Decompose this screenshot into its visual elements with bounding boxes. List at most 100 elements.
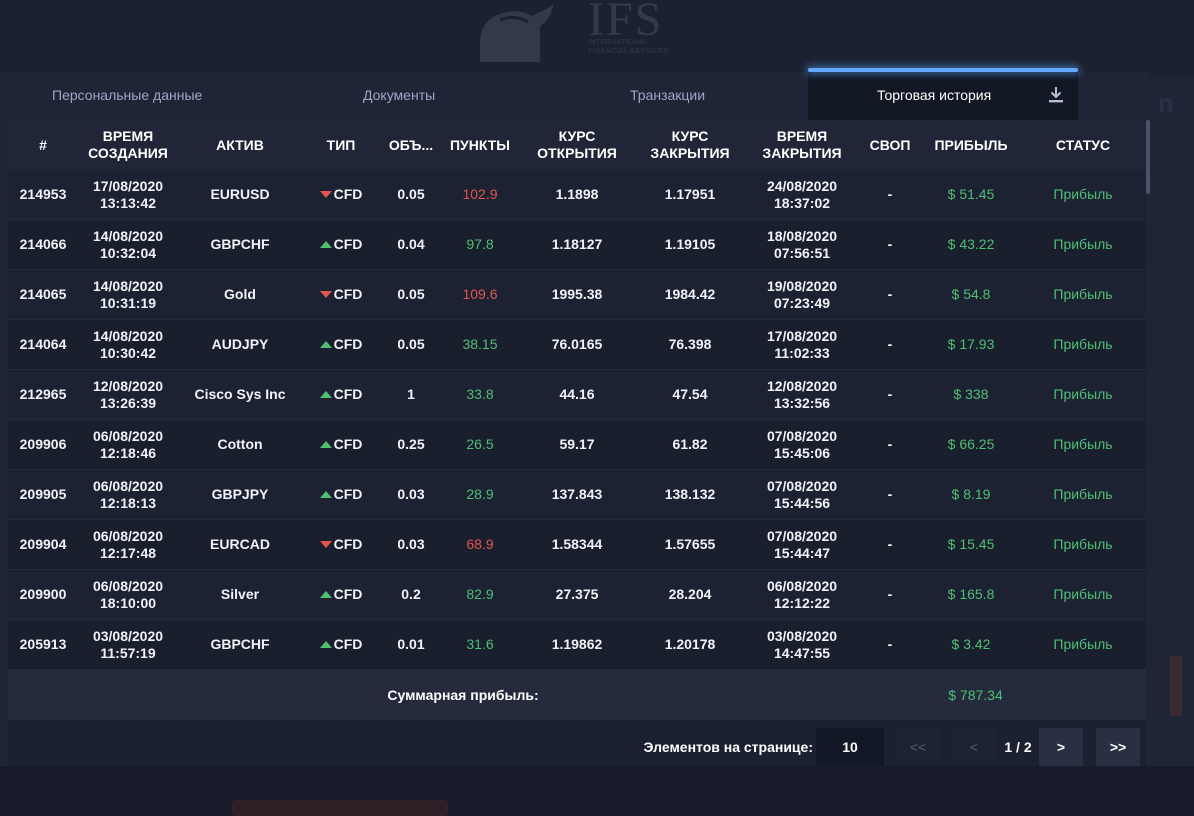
cell-closed-date: 06/08/2020 [766,577,838,594]
tab-bar: Персональные данные Документы Транзакции… [0,68,1150,120]
cell-created: 03/08/2020 11:57:19 [78,620,178,669]
cell-profit: $ 66.25 [947,436,995,452]
cell-closed-time: 15:44:47 [773,544,831,561]
background-red-shape [232,800,448,816]
cell-points: 26.5 [466,436,494,452]
cell-swap: - [887,486,893,502]
cell-points: 68.9 [466,536,494,552]
cell-type: CFD [302,570,380,619]
cell-type-label: CFD [333,486,363,502]
cell-swap: - [887,586,893,602]
tab-trade-history[interactable]: Торговая история [808,68,1078,120]
top-bar [0,0,1194,72]
header-status[interactable]: СТАТУС [1055,136,1111,153]
cell-volume: 0.05 [397,336,425,352]
cell-swap: - [887,186,893,202]
header-swap[interactable]: СВОП [869,136,911,153]
cell-created-date: 14/08/2020 [92,327,164,344]
cell-id: 214066 [19,236,67,252]
cell-profit: $ 15.45 [947,536,995,552]
header-volume[interactable]: ОБЪ... [388,136,434,153]
header-points[interactable]: ПУНКТЫ [449,136,511,153]
table-row[interactable]: 209905 06/08/2020 12:18:13 GBPJPY CFD 0.03 28.… [8,470,1146,520]
table-row[interactable]: 209906 06/08/2020 12:18:46 Cotton CFD 0.25 26.… [8,420,1146,470]
table-row[interactable]: 212965 12/08/2020 13:26:39 Cisco Sys Inc CFD… [8,370,1146,420]
cell-status: Прибыль [1053,436,1113,452]
arrow-up-icon [319,341,332,348]
table-row[interactable]: 214066 14/08/2020 10:32:04 GBPCHF CFD 0.04 97.… [8,220,1146,270]
cell-created: 14/08/2020 10:32:04 [78,220,178,269]
cell-created-time: 12:17:48 [99,544,157,561]
cell-closed: 07/08/2020 15:44:47 [744,520,860,569]
bull-logo-icon [480,4,554,62]
table-row[interactable]: 214065 14/08/2020 10:31:19 Gold CFD 0.05 109.6… [8,270,1146,320]
cell-id: 214065 [19,286,67,302]
arrow-up-icon [319,641,332,648]
cell-close-rate: 28.204 [668,586,712,602]
cell-points: 28.9 [466,486,494,502]
logo-tagline: INTERNATIONAL FINANCIAL SERVICES [588,39,669,55]
table-row[interactable]: 214953 17/08/2020 13:13:42 EURUSD CFD 0.05 102… [8,170,1146,220]
cell-created-time: 10:30:42 [99,344,157,361]
cell-close-rate: 138.132 [664,486,716,502]
cell-id: 214953 [19,186,67,202]
cell-points: 82.9 [466,586,494,602]
per-page-select[interactable]: 10 [816,728,884,766]
arrow-down-icon [319,191,332,198]
cell-profit: $ 17.93 [947,336,995,352]
trade-history-table: # ВРЕМЯ СОЗДАНИЯ АКТИВ ТИП ОБЪ... ПУНКТЫ… [8,120,1146,766]
cell-closed-date: 07/08/2020 [766,477,838,494]
tab-documents[interactable]: Документы [363,72,435,120]
cell-volume: 0.25 [397,436,425,452]
cell-closed-time: 13:32:56 [773,394,831,411]
prev-page-button[interactable]: < [952,728,996,766]
cell-created-time: 11:57:19 [100,644,156,661]
first-page-button[interactable]: << [896,728,940,766]
cell-closed: 03/08/2020 14:47:55 [744,620,860,669]
header-profit[interactable]: ПРИБЫЛЬ [934,136,1008,153]
cell-closed-date: 24/08/2020 [766,177,838,194]
header-type[interactable]: ТИП [326,136,356,153]
scrollbar-thumb[interactable] [1146,120,1150,194]
cell-created: 06/08/2020 12:18:46 [78,420,178,469]
download-icon[interactable] [1048,86,1064,104]
cell-closed: 06/08/2020 12:12:22 [744,570,860,619]
table-row[interactable]: 205913 03/08/2020 11:57:19 GBPCHF CFD 0.01 31.… [8,620,1146,670]
cell-created-date: 06/08/2020 [92,477,164,494]
cell-created-time: 10:31:19 [99,294,157,311]
summary-label: Суммарная прибыль: [387,687,539,703]
cell-closed-time: 14:47:55 [773,644,831,661]
cell-created-date: 14/08/2020 [92,227,164,244]
summary-row: Суммарная прибыль: $ 787.34 [8,670,1146,720]
cell-status: Прибыль [1053,486,1113,502]
cell-closed-date: 07/08/2020 [766,527,838,544]
header-open-rate[interactable]: КУРС ОТКРЫТИЯ [537,128,617,161]
background-bar [1170,656,1182,716]
cell-status: Прибыль [1053,636,1113,652]
tab-label: Торговая история [877,87,992,103]
table-row[interactable]: 214064 14/08/2020 10:30:42 AUDJPY CFD 0.05 38.… [8,320,1146,370]
table-row[interactable]: 209904 06/08/2020 12:17:48 EURCAD CFD 0.03 68.… [8,520,1146,570]
tab-personal-data[interactable]: Персональные данные [52,72,202,120]
cell-status: Прибыль [1053,336,1113,352]
header-asset[interactable]: АКТИВ [216,136,264,153]
background-ghost-text: n [1158,88,1174,118]
scrollbar[interactable] [1146,120,1150,766]
header-close-rate[interactable]: КУРС ЗАКРЫТИЯ [650,128,730,161]
tab-transactions[interactable]: Транзакции [630,72,705,120]
next-page-button[interactable]: > [1039,728,1083,766]
last-page-button[interactable]: >> [1096,728,1140,766]
cell-points: 102.9 [462,186,498,202]
cell-status: Прибыль [1053,286,1113,302]
cell-volume: 1 [407,386,415,402]
cell-profit: $ 43.22 [947,236,995,252]
cell-asset: GBPCHF [210,636,270,652]
cell-status: Прибыль [1053,386,1113,402]
cell-volume: 0.03 [397,486,425,502]
cell-swap: - [887,386,893,402]
header-closed[interactable]: ВРЕМЯ ЗАКРЫТИЯ [762,128,842,161]
table-row[interactable]: 209900 06/08/2020 18:10:00 Silver CFD 0.2 82.9… [8,570,1146,620]
header-created[interactable]: ВРЕМЯ СОЗДАНИЯ [88,128,168,161]
cell-closed-time: 12:12:22 [773,594,831,611]
header-id[interactable]: # [39,136,47,153]
